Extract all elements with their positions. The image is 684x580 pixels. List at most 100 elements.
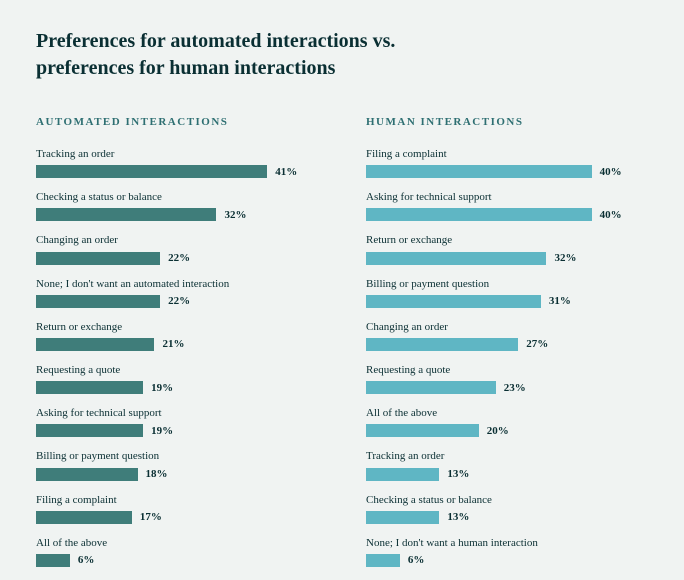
bar-row: 22% <box>36 252 318 265</box>
bar <box>36 165 267 178</box>
bar <box>36 381 143 394</box>
bar-item: Checking a status or balance 13% <box>366 494 648 524</box>
bar-value: 21% <box>162 338 184 350</box>
bar-row: 40% <box>366 208 648 221</box>
bar-row: 41% <box>36 165 318 178</box>
bar <box>366 252 546 265</box>
chart-columns: AUTOMATED INTERACTIONS Tracking an order 4… <box>36 116 648 580</box>
bar <box>366 511 439 524</box>
bar-label: Requesting a quote <box>366 364 648 377</box>
bar-item: Billing or payment question 18% <box>36 450 318 480</box>
bar-row: 27% <box>366 338 648 351</box>
bar-item: Requesting a quote19% <box>36 364 318 394</box>
bar-label: Tracking an order <box>36 148 318 161</box>
bar-value: 19% <box>151 382 173 394</box>
bar-value: 23% <box>504 382 526 394</box>
bar <box>366 381 496 394</box>
bar-value: 13% <box>447 511 469 523</box>
bar-item: Changing an order 22% <box>36 234 318 264</box>
bar <box>36 338 154 351</box>
bar <box>366 554 400 567</box>
bar-row: 22% <box>36 295 318 308</box>
bar <box>366 208 592 221</box>
bar-label: Changing an order <box>36 234 318 247</box>
bar-row: 23% <box>366 381 648 394</box>
bar-item: Changing an order 27% <box>366 321 648 351</box>
bar <box>366 424 479 437</box>
bar-row: 6% <box>366 554 648 567</box>
bar-row: 32% <box>366 252 648 265</box>
bar-value: 40% <box>600 209 622 221</box>
bar-row: 20% <box>366 424 648 437</box>
human-column: HUMAN INTERACTIONS Filing a complaint 40% A… <box>366 116 648 580</box>
bar-value: 27% <box>526 338 548 350</box>
column-header: HUMAN INTERACTIONS <box>366 116 648 128</box>
chart-title-line2: preferences for human interactions <box>36 57 335 79</box>
bar-label: Asking for technical support <box>36 407 318 420</box>
bar-label: Changing an order <box>366 321 648 334</box>
bar-label: Billing or payment question <box>366 278 648 291</box>
bar-label: Tracking an order <box>366 450 648 463</box>
bar-value: 22% <box>168 252 190 264</box>
bar-value: 31% <box>549 295 571 307</box>
automated-column: AUTOMATED INTERACTIONS Tracking an order 4… <box>36 116 318 580</box>
bar-value: 19% <box>151 425 173 437</box>
bar-label: Billing or payment question <box>36 450 318 463</box>
bar-item: Return or exchange 21% <box>36 321 318 351</box>
chart-title-line1: Preferences for automated interactions v… <box>36 30 395 52</box>
bar-label: Asking for technical support <box>366 191 648 204</box>
bar-item: Filing a complaint17% <box>36 494 318 524</box>
bar-row: 6% <box>36 554 318 567</box>
bar-item: All of the above 6% <box>36 537 318 567</box>
bar-item: Filing a complaint 40% <box>366 148 648 178</box>
bar-value: 6% <box>408 554 425 566</box>
bar-label: Checking a status or balance <box>36 191 318 204</box>
bar-label: None; I don't want an automated interact… <box>36 278 318 291</box>
bar <box>36 511 132 524</box>
bar-label: All of the above <box>366 407 648 420</box>
bar-label: Filing a complaint <box>366 148 648 161</box>
bar-row: 31% <box>366 295 648 308</box>
bar-row: 40% <box>366 165 648 178</box>
bar <box>366 165 592 178</box>
bar <box>36 554 70 567</box>
column-header: AUTOMATED INTERACTIONS <box>36 116 318 128</box>
bar-value: 18% <box>146 468 168 480</box>
bar-value: 22% <box>168 295 190 307</box>
bar-item: Requesting a quote 23% <box>366 364 648 394</box>
bar-row: 13% <box>366 468 648 481</box>
bar-label: Return or exchange <box>36 321 318 334</box>
bar-item: None; I don't want a human interaction6% <box>366 537 648 567</box>
bar-row: 19% <box>36 424 318 437</box>
bar-value: 13% <box>447 468 469 480</box>
bar <box>36 252 160 265</box>
bar <box>366 468 439 481</box>
bar-row: 17% <box>36 511 318 524</box>
bar-value: 20% <box>487 425 509 437</box>
bar-value: 17% <box>140 511 162 523</box>
bar-row: 18% <box>36 468 318 481</box>
bar-label: Checking a status or balance <box>366 494 648 507</box>
bar <box>366 338 518 351</box>
bar-item: Checking a status or balance 32% <box>36 191 318 221</box>
bar-value: 40% <box>600 166 622 178</box>
bar-label: All of the above <box>36 537 318 550</box>
chart-title: Preferences for automated interactions v… <box>36 28 648 82</box>
bar <box>36 468 138 481</box>
bar-row: 13% <box>366 511 648 524</box>
bar-row: 19% <box>36 381 318 394</box>
bar-value: 32% <box>224 209 246 221</box>
bar <box>366 295 541 308</box>
bar-value: 32% <box>554 252 576 264</box>
bar <box>36 424 143 437</box>
bar-item: Tracking an order 41% <box>36 148 318 178</box>
bar-row: 32% <box>36 208 318 221</box>
bar-item: Return or exchange 32% <box>366 234 648 264</box>
bar-value: 6% <box>78 554 95 566</box>
bar-value: 41% <box>275 166 297 178</box>
bar-item: None; I don't want an automated interact… <box>36 278 318 308</box>
bar-item: Asking for technical support 19% <box>36 407 318 437</box>
bar <box>36 295 160 308</box>
bar-item: Billing or payment question 31% <box>366 278 648 308</box>
bar-label: Return or exchange <box>366 234 648 247</box>
